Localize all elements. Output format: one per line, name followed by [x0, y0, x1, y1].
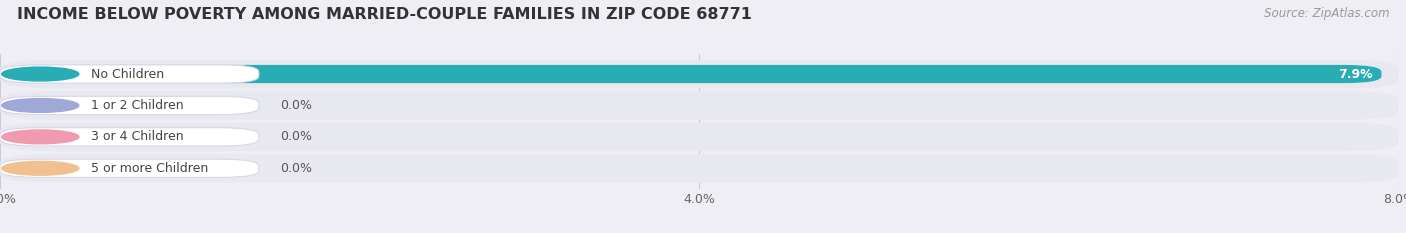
Text: Source: ZipAtlas.com: Source: ZipAtlas.com	[1264, 7, 1389, 20]
Circle shape	[1, 130, 79, 144]
Text: 5 or more Children: 5 or more Children	[91, 162, 208, 175]
Text: 1 or 2 Children: 1 or 2 Children	[91, 99, 184, 112]
FancyBboxPatch shape	[0, 65, 259, 83]
FancyBboxPatch shape	[0, 159, 259, 177]
Text: 7.9%: 7.9%	[1339, 68, 1372, 81]
Text: INCOME BELOW POVERTY AMONG MARRIED-COUPLE FAMILIES IN ZIP CODE 68771: INCOME BELOW POVERTY AMONG MARRIED-COUPL…	[17, 7, 752, 22]
Text: 0.0%: 0.0%	[280, 99, 312, 112]
FancyBboxPatch shape	[0, 154, 1399, 182]
FancyBboxPatch shape	[0, 96, 259, 115]
FancyBboxPatch shape	[0, 60, 1399, 88]
Circle shape	[1, 161, 79, 175]
FancyBboxPatch shape	[0, 128, 259, 146]
Text: No Children: No Children	[91, 68, 165, 81]
Circle shape	[1, 67, 79, 81]
Circle shape	[1, 99, 79, 112]
Text: 0.0%: 0.0%	[280, 162, 312, 175]
FancyBboxPatch shape	[0, 96, 259, 115]
FancyBboxPatch shape	[0, 91, 1399, 120]
FancyBboxPatch shape	[0, 128, 259, 146]
Text: 3 or 4 Children: 3 or 4 Children	[91, 130, 184, 143]
Text: 0.0%: 0.0%	[280, 130, 312, 143]
FancyBboxPatch shape	[0, 159, 259, 177]
FancyBboxPatch shape	[0, 123, 1399, 151]
FancyBboxPatch shape	[0, 65, 1382, 83]
